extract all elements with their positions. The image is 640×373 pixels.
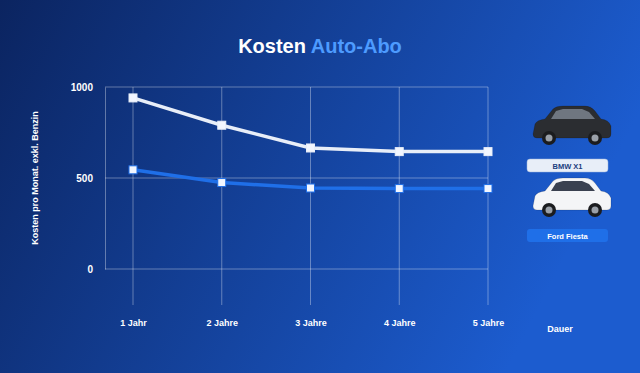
- legend-label: BMW X1: [553, 162, 583, 171]
- grid-line-x: [399, 87, 400, 305]
- car-rim: [592, 207, 599, 214]
- car-window: [551, 109, 595, 119]
- x-tick-label: 3 Jahre: [295, 318, 327, 328]
- x-tick-label: 2 Jahre: [206, 318, 238, 328]
- chart: Kosten Auto-Abo 0 500 1000 1 Jahr 2 Jahre 3 Ja…: [0, 0, 640, 373]
- grid-line-x: [488, 87, 489, 305]
- y-tick-label: 1000: [71, 82, 94, 93]
- series-marker: [484, 185, 492, 193]
- series-marker: [484, 148, 492, 156]
- y-tick-label: 500: [76, 173, 93, 184]
- legend-swatch: [527, 229, 608, 242]
- x-tick: 5 Jahre: [473, 318, 505, 328]
- x-tick: 4 Jahre: [384, 318, 416, 328]
- car-wheel: [542, 131, 556, 145]
- car-rim: [546, 207, 553, 214]
- plot-area: [129, 94, 492, 193]
- series-marker: [307, 184, 315, 192]
- grid-line-y: [105, 87, 488, 88]
- legend-label: Ford Fiesta: [547, 232, 588, 241]
- legend-icon: [533, 106, 611, 145]
- legend-icon: [533, 178, 611, 217]
- grid: [105, 87, 488, 305]
- x-axis-title: Dauer: [547, 324, 573, 334]
- y-axis-title: Kosten pro Monat. exkl. Benzin: [30, 111, 40, 245]
- x-tick-label: 4 Jahre: [384, 318, 416, 328]
- legend-swatch: [527, 159, 608, 172]
- grid-line-y: [105, 178, 488, 179]
- series-marker: [218, 179, 226, 187]
- y-tick: 1000: [71, 82, 105, 93]
- x-tick-label: 1 Jahr: [120, 318, 147, 328]
- series-marker: [129, 166, 137, 174]
- y-axis-line: [105, 88, 106, 270]
- x-tick: 1 Jahr: [120, 318, 147, 328]
- series-marker: [218, 121, 226, 129]
- series-line: [133, 98, 488, 152]
- grid-line-x: [221, 87, 222, 305]
- car-window: [551, 181, 595, 191]
- grid-line-y: [105, 269, 488, 270]
- y-tick: 500: [76, 173, 105, 184]
- x-tick: 2 Jahre: [206, 318, 238, 328]
- legend: BMW X1 Ford Fiesta: [527, 106, 611, 242]
- x-tick-label: 5 Jahre: [473, 318, 505, 328]
- x-tick: 3 Jahre: [295, 318, 327, 328]
- grid-line-x: [133, 87, 134, 305]
- y-tick-label: 0: [87, 264, 93, 275]
- car-wheel: [542, 203, 556, 217]
- y-axis: 0 500 1000: [71, 82, 106, 275]
- car-rim: [592, 135, 599, 142]
- title: Kosten Auto-Abo: [238, 35, 402, 57]
- car-wheel: [588, 131, 602, 145]
- car-rim: [546, 135, 553, 142]
- grid-line-x: [310, 87, 311, 305]
- y-tick: 0: [87, 264, 105, 275]
- series-marker: [395, 185, 403, 193]
- series-marker: [129, 94, 137, 102]
- series-marker: [307, 144, 315, 152]
- x-axis: 1 Jahr 2 Jahre 3 Jahre 4 Jahre 5 Jahre: [120, 318, 504, 328]
- background: [0, 0, 640, 373]
- series-marker: [395, 148, 403, 156]
- car-wheel: [588, 203, 602, 217]
